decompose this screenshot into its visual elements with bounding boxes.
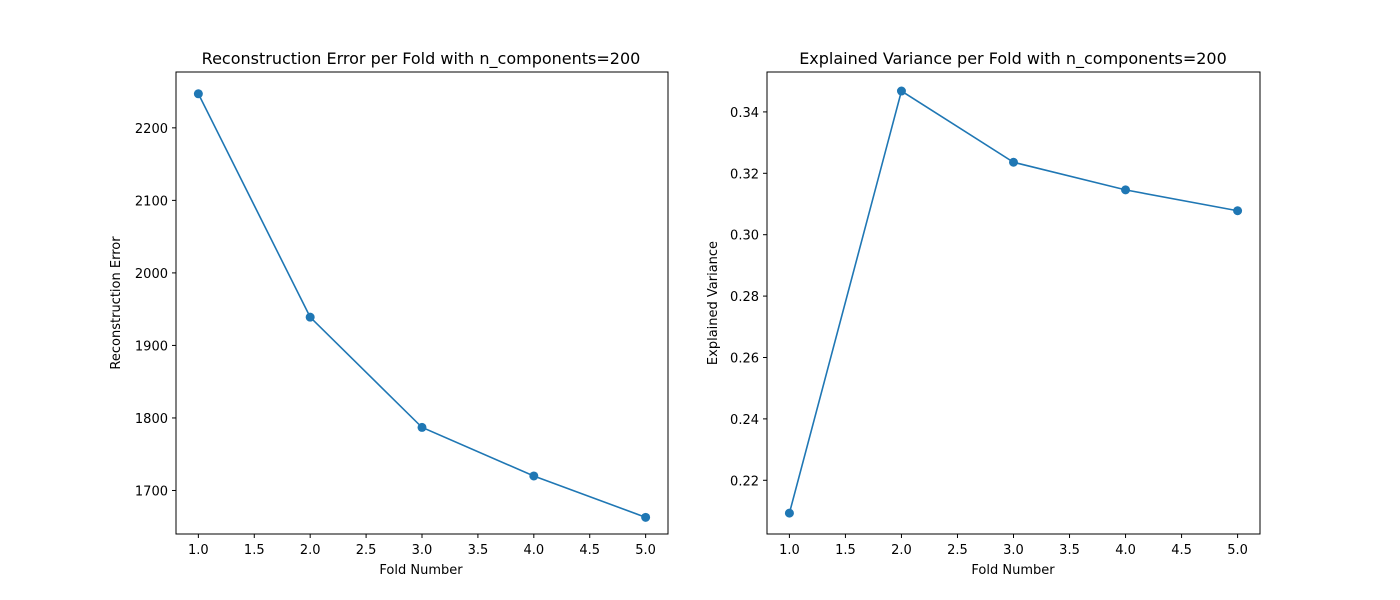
y-tick-label: 2200	[135, 122, 168, 137]
data-point	[784, 508, 794, 518]
chart-reconstruction-error: Reconstruction Error per Fold with n_com…	[109, 49, 669, 578]
x-axis-label: Fold Number	[971, 563, 1055, 578]
plot-area: 1.0 1.5 2.0 2.5 3.0 3.5 4.0 4.5 5.0 1700 1800 1900…	[135, 71, 669, 558]
y-axis-ticks: 1700 1800 1900 2000 2100 2200	[135, 122, 176, 499]
y-tick-label: 2000	[135, 267, 168, 282]
data-point	[193, 89, 203, 99]
x-tick-label: 2.0	[300, 543, 321, 558]
data-point	[1121, 185, 1131, 195]
data-point	[1233, 206, 1243, 216]
plot-area: 1.0 1.5 2.0 2.5 3.0 3.5 4.0 4.5 5.0 0.22 0.24 0.26…	[730, 71, 1261, 558]
data-point	[896, 86, 906, 96]
x-tick-label: 1.0	[779, 543, 800, 558]
data-point	[417, 422, 427, 432]
y-axis-label: Explained Variance	[706, 241, 721, 365]
data-point	[529, 471, 539, 481]
x-axis-label: Fold Number	[379, 563, 463, 578]
x-tick-label: 4.5	[579, 543, 600, 558]
x-tick-label: 3.0	[1003, 543, 1024, 558]
y-tick-label: 0.28	[730, 290, 759, 305]
data-point	[305, 312, 315, 322]
x-tick-label: 4.5	[1171, 543, 1192, 558]
x-tick-label: 2.5	[947, 543, 968, 558]
y-tick-label: 1900	[135, 339, 168, 354]
y-tick-label: 0.34	[730, 106, 759, 121]
x-tick-label: 4.0	[1115, 543, 1136, 558]
x-tick-label: 1.5	[835, 543, 856, 558]
y-tick-label: 0.26	[730, 351, 759, 366]
y-tick-label: 2100	[135, 194, 168, 209]
x-tick-label: 3.5	[1059, 543, 1080, 558]
y-tick-label: 1700	[135, 484, 168, 499]
x-tick-label: 5.0	[635, 543, 656, 558]
x-tick-label: 4.0	[523, 543, 544, 558]
x-tick-label: 2.0	[891, 543, 912, 558]
data-series	[193, 89, 651, 522]
y-tick-label: 0.24	[730, 413, 759, 428]
data-series	[784, 86, 1243, 518]
y-axis-ticks: 0.22 0.24 0.26 0.28 0.30 0.32 0.34	[730, 106, 767, 489]
chart-explained-variance: Explained Variance per Fold with n_compo…	[706, 49, 1261, 578]
x-tick-label: 1.5	[244, 543, 265, 558]
x-tick-label: 1.0	[188, 543, 209, 558]
y-axis-label: Reconstruction Error	[109, 236, 124, 370]
chart-title: Reconstruction Error per Fold with n_com…	[202, 49, 641, 69]
x-tick-label: 2.5	[356, 543, 377, 558]
data-point	[1009, 157, 1018, 167]
x-tick-label: 3.0	[412, 543, 433, 558]
y-tick-label: 0.22	[730, 474, 759, 489]
data-point	[641, 512, 651, 522]
y-tick-label: 1800	[135, 412, 168, 427]
y-tick-label: 0.32	[730, 167, 759, 182]
chart-title: Explained Variance per Fold with n_compo…	[799, 49, 1227, 69]
x-axis-ticks: 1.0 1.5 2.0 2.5 3.0 3.5 4.0 4.5 5.0	[779, 534, 1248, 558]
x-axis-ticks: 1.0 1.5 2.0 2.5 3.0 3.5 4.0 4.5 5.0	[188, 534, 656, 558]
x-tick-label: 5.0	[1227, 543, 1248, 558]
x-tick-label: 3.5	[468, 543, 489, 558]
y-tick-label: 0.30	[730, 229, 759, 244]
